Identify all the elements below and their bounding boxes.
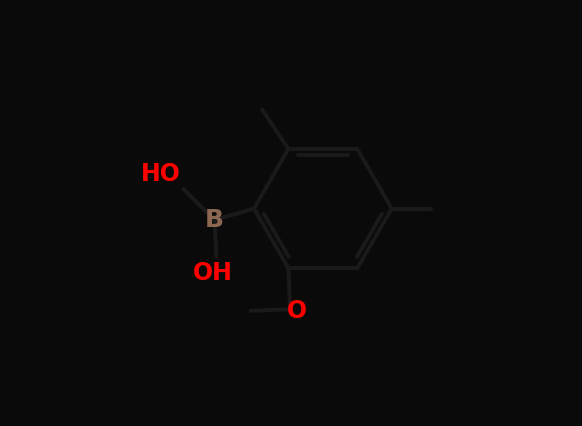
Text: HO: HO — [141, 162, 181, 186]
Text: O: O — [288, 299, 307, 323]
Text: B: B — [205, 208, 224, 232]
Text: OH: OH — [193, 261, 233, 285]
